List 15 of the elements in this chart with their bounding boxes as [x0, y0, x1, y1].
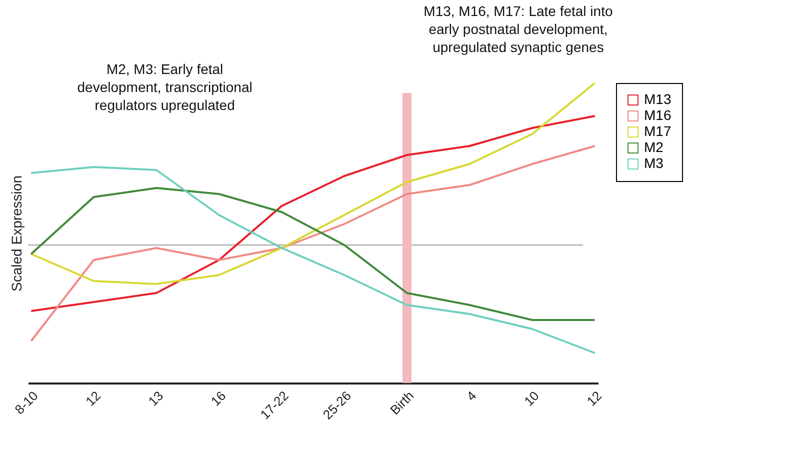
text: M13, M16, M17: Late fetal into early postnatal development, upregulated synaptic genes — [424, 3, 613, 55]
x-tick-label: 12 — [584, 388, 605, 409]
x-tick-label: 16 — [208, 388, 229, 409]
x-tick-label: 13 — [145, 388, 166, 409]
legend-label: M3 — [644, 155, 664, 171]
x-tick-label: 4 — [464, 388, 480, 404]
x-tick-label: 12 — [82, 388, 104, 409]
legend-label: M17 — [644, 123, 672, 139]
annotation: M2, M3: Early fetal development, transcriptional regulators upregulated — [77, 61, 252, 113]
legend-label: M2 — [644, 139, 664, 155]
legend-label: M16 — [644, 107, 672, 123]
x-tick-label: Birth — [387, 388, 417, 418]
y-axis-title: Scaled Expression — [8, 176, 24, 292]
x-tick-label: 10 — [521, 388, 542, 409]
legend-label: M13 — [644, 91, 672, 107]
